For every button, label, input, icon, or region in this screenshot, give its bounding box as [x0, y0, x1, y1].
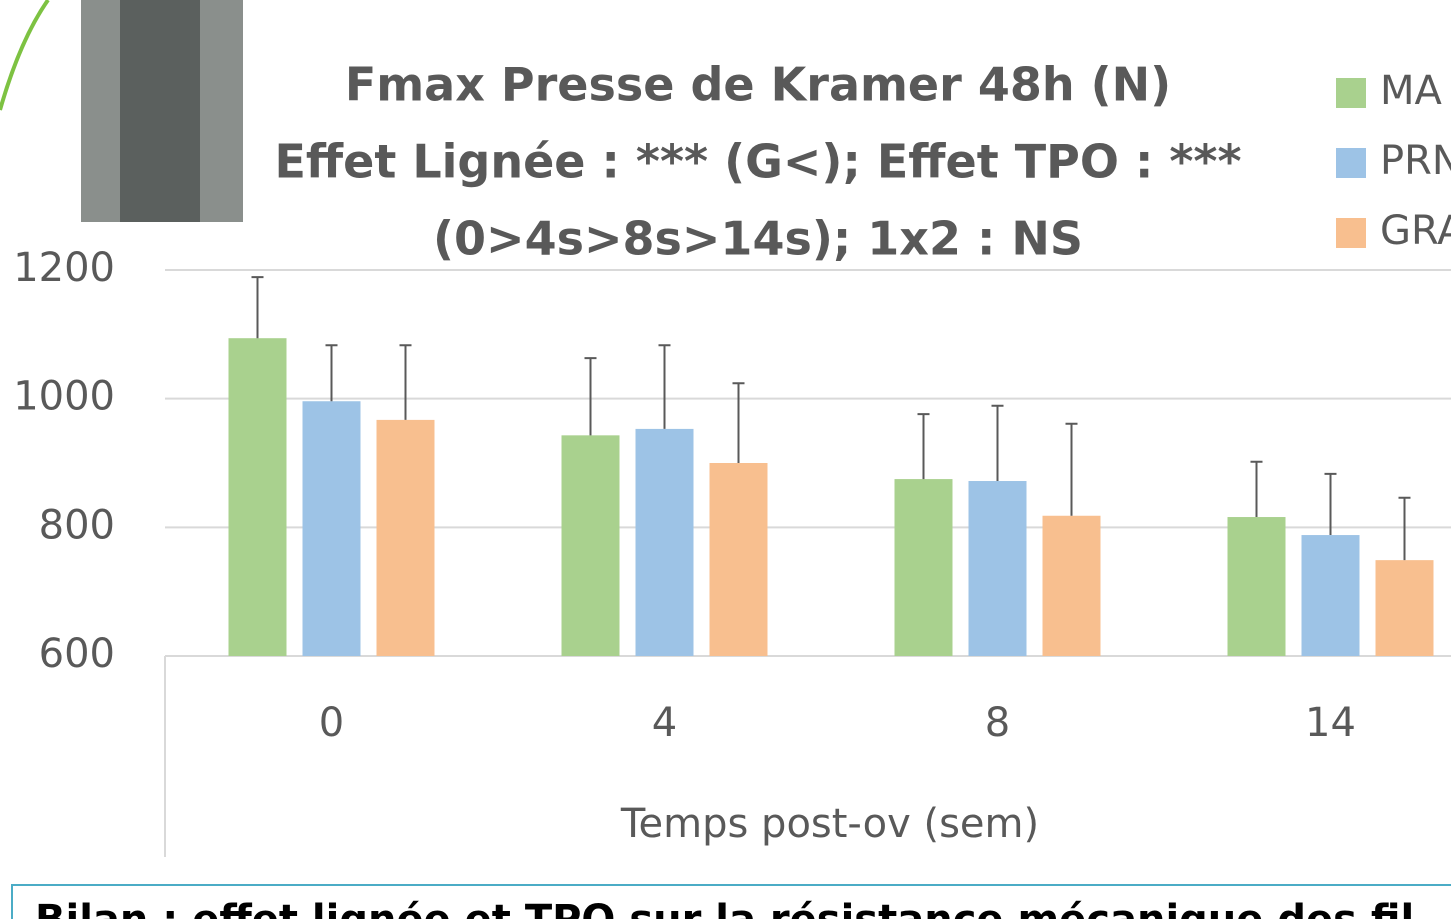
bar: [1301, 535, 1360, 656]
bar: [1375, 560, 1434, 656]
error-bar: [251, 276, 264, 339]
error-bar: [1398, 496, 1411, 561]
error-bar: [584, 357, 597, 436]
footer-text: Bilan : effet lignée et TPO sur la résis…: [35, 897, 1414, 919]
chart-title: (0>4s>8s>14s); 1x2 : NS: [433, 212, 1083, 266]
footer-box: [11, 884, 1451, 919]
y-tick-label: 800: [39, 502, 115, 548]
chart-title: Fmax Presse de Kramer 48h (N): [345, 58, 1171, 112]
decor-arc: [0, 0, 50, 111]
y-tick-label: 1000: [13, 374, 115, 420]
bar: [228, 338, 287, 656]
y-tick-label: 600: [39, 631, 115, 677]
legend-label: GRA: [1380, 208, 1451, 254]
bar: [635, 428, 694, 656]
error-bar: [658, 344, 671, 429]
chart-title: Effet Lignée : *** (G<); Effet TPO : ***: [274, 135, 1241, 189]
bar: [376, 419, 435, 656]
x-tick-label: 14: [1305, 700, 1356, 746]
error-bar: [1065, 422, 1078, 516]
bar: [709, 463, 768, 656]
error-bar: [1324, 472, 1337, 536]
x-tick-label: 4: [652, 700, 677, 746]
bar: [894, 479, 953, 656]
x-axis-title: Temps post-ov (sem): [620, 801, 1039, 847]
error-bar: [399, 344, 412, 420]
error-bar: [732, 382, 745, 463]
x-tick-label: 8: [985, 700, 1010, 746]
bar: [1227, 517, 1286, 656]
legend-swatch: [1336, 148, 1366, 178]
y-tick-label: 1200: [13, 245, 115, 291]
error-bar: [325, 344, 338, 402]
photo-detail: [120, 0, 200, 222]
legend-label: MA: [1380, 68, 1443, 114]
error-bar: [917, 413, 930, 480]
error-bar: [1250, 460, 1263, 518]
error-bar: [991, 404, 1004, 482]
bar: [302, 401, 361, 656]
x-tick-label: 0: [319, 700, 344, 746]
bar: [1042, 515, 1101, 656]
legend-swatch: [1336, 218, 1366, 248]
legend-label: PRN: [1380, 138, 1451, 184]
bar: [968, 481, 1027, 656]
bar: [561, 435, 620, 656]
legend-swatch: [1336, 78, 1366, 108]
